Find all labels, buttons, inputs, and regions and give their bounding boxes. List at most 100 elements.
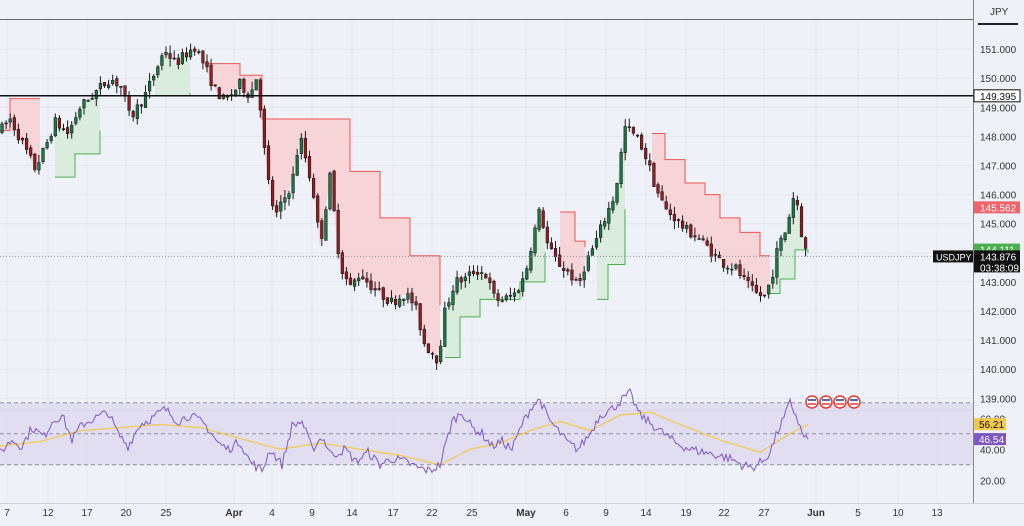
candle[interactable] <box>266 145 271 180</box>
candle[interactable] <box>685 225 689 229</box>
candle[interactable] <box>656 184 660 194</box>
candle[interactable] <box>49 136 53 142</box>
candle[interactable] <box>402 298 406 302</box>
candle[interactable] <box>467 271 472 276</box>
candle[interactable] <box>221 94 226 99</box>
us-flag-icon[interactable] <box>833 395 847 409</box>
candle[interactable] <box>348 277 353 285</box>
candle[interactable] <box>516 290 521 293</box>
candle[interactable] <box>160 55 164 66</box>
candle[interactable] <box>574 279 578 281</box>
candle[interactable] <box>258 79 262 111</box>
candle[interactable] <box>152 75 156 81</box>
candle[interactable] <box>127 95 131 111</box>
candle[interactable] <box>787 217 791 234</box>
candle[interactable] <box>336 210 340 255</box>
candle[interactable] <box>12 117 16 131</box>
candle[interactable] <box>639 134 644 150</box>
candle[interactable] <box>180 52 185 64</box>
candle[interactable] <box>303 137 308 159</box>
candle[interactable] <box>594 238 599 248</box>
candle[interactable] <box>434 355 439 364</box>
candle[interactable] <box>557 254 562 267</box>
candle[interactable] <box>135 104 139 120</box>
candle[interactable] <box>488 277 492 284</box>
candle[interactable] <box>767 284 771 295</box>
candle[interactable] <box>164 51 168 56</box>
candle[interactable] <box>86 100 90 102</box>
candle[interactable] <box>24 138 29 150</box>
candle[interactable] <box>328 172 332 210</box>
candle[interactable] <box>775 248 779 278</box>
candle[interactable] <box>451 290 455 305</box>
candle[interactable] <box>750 281 754 286</box>
candle[interactable] <box>631 126 635 134</box>
candle[interactable] <box>762 294 767 297</box>
candle[interactable] <box>726 267 730 270</box>
candle[interactable] <box>590 248 594 256</box>
candle[interactable] <box>795 200 799 206</box>
candle[interactable] <box>111 80 115 85</box>
candle[interactable] <box>615 183 619 203</box>
candle[interactable] <box>475 271 480 275</box>
candle[interactable] <box>250 89 254 98</box>
candle[interactable] <box>340 252 344 275</box>
candle[interactable] <box>537 208 541 230</box>
candle[interactable] <box>209 64 213 87</box>
candle[interactable] <box>586 255 590 271</box>
candle[interactable] <box>742 275 746 277</box>
candle[interactable] <box>459 277 463 283</box>
candle[interactable] <box>316 195 320 223</box>
candle[interactable] <box>693 235 697 238</box>
candle[interactable] <box>668 209 672 216</box>
candle[interactable] <box>115 78 119 87</box>
candle[interactable] <box>500 300 504 302</box>
candle[interactable] <box>172 57 176 60</box>
candle[interactable] <box>238 79 242 90</box>
candle[interactable] <box>37 162 41 171</box>
candle[interactable] <box>496 293 500 301</box>
candle[interactable] <box>8 118 12 123</box>
candle[interactable] <box>242 78 246 93</box>
candle[interactable] <box>352 279 357 287</box>
candle[interactable] <box>377 288 381 290</box>
candle[interactable] <box>598 224 603 238</box>
candle[interactable] <box>66 127 70 134</box>
candle[interactable] <box>627 126 631 128</box>
candle[interactable] <box>332 170 336 212</box>
candle[interactable] <box>562 267 566 271</box>
candle[interactable] <box>619 152 623 184</box>
candle[interactable] <box>541 210 545 228</box>
candle[interactable] <box>680 220 685 229</box>
candle[interactable] <box>279 201 283 212</box>
candle[interactable] <box>779 237 783 251</box>
candle[interactable] <box>94 90 98 99</box>
candle[interactable] <box>90 98 94 100</box>
candle[interactable] <box>730 268 734 271</box>
rsi-plot[interactable] <box>0 388 973 475</box>
us-flag-icon[interactable] <box>819 395 833 409</box>
candle[interactable] <box>205 61 209 68</box>
candle[interactable] <box>492 280 496 294</box>
price-axis[interactable]: JPY 151.000 150.000 149.000 148.000 147.000 1… <box>978 7 1018 405</box>
candle[interactable] <box>299 138 303 155</box>
candle[interactable] <box>119 85 123 88</box>
candle[interactable] <box>213 84 217 87</box>
candle[interactable] <box>393 298 398 306</box>
candle[interactable] <box>139 104 144 107</box>
candle[interactable] <box>201 50 205 64</box>
candle[interactable] <box>193 48 197 52</box>
candle[interactable] <box>324 209 328 241</box>
time-axis[interactable]: 7 12 17 20 25 Apr 4 9 14 17 22 25 May 6 9 14 19 22 27 Jun 5 1… <box>0 503 1024 520</box>
candle[interactable] <box>234 89 238 96</box>
candle[interactable] <box>676 219 681 221</box>
candle[interactable] <box>357 277 361 282</box>
candle[interactable] <box>311 178 316 198</box>
candle[interactable] <box>529 251 533 271</box>
candle[interactable] <box>4 122 8 125</box>
candle[interactable] <box>799 206 804 238</box>
candle[interactable] <box>320 220 324 239</box>
candle[interactable] <box>578 278 582 281</box>
candle[interactable] <box>283 197 287 203</box>
candle[interactable] <box>369 280 373 291</box>
